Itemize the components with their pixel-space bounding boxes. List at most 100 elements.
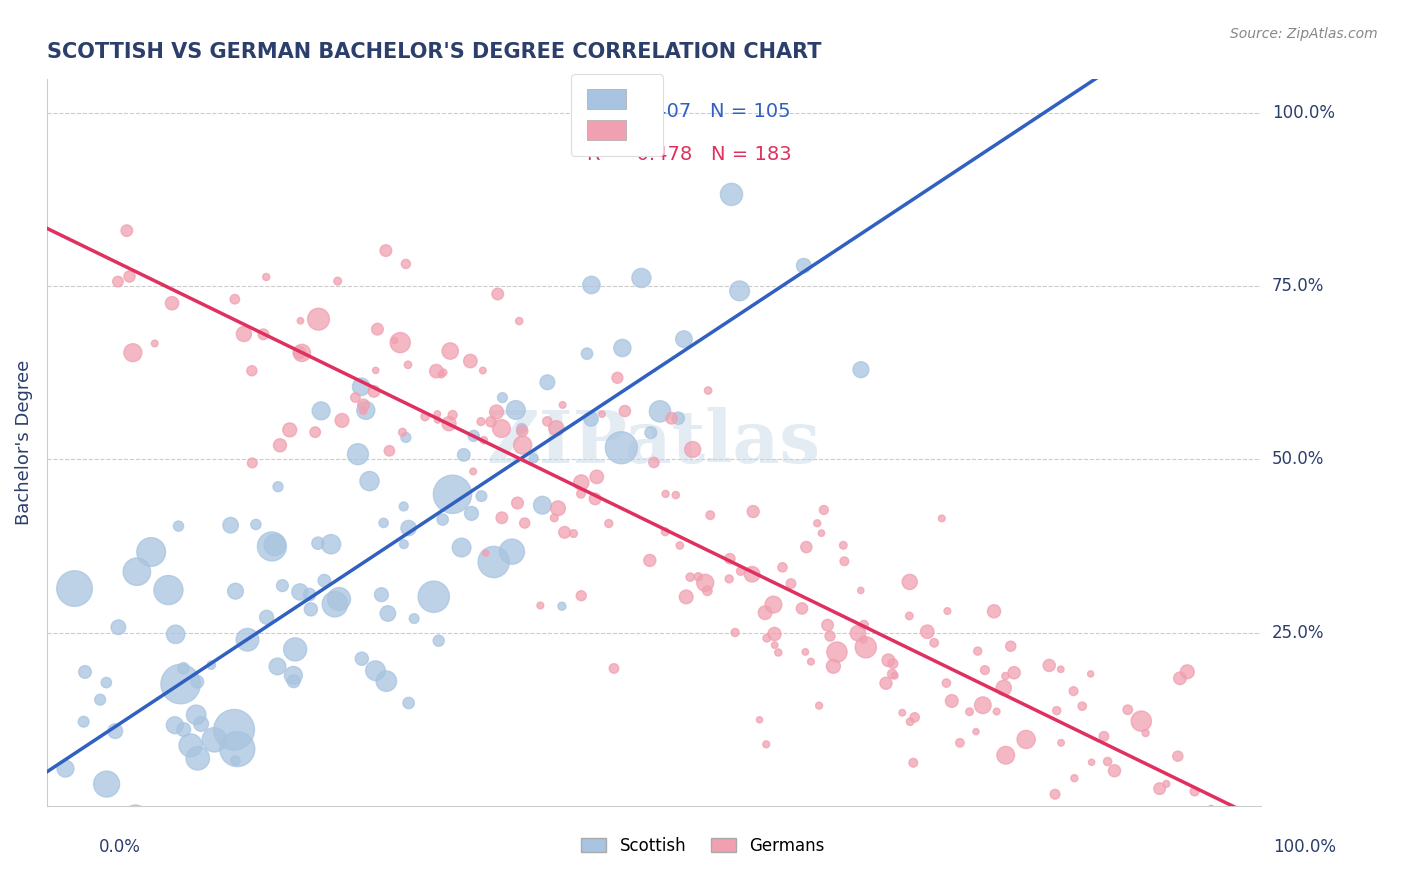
- Point: [426, 413, 449, 427]
- Point: [463, 465, 485, 479]
- Point: [396, 358, 419, 372]
- Point: [855, 640, 877, 655]
- Point: [679, 570, 702, 584]
- Point: [141, 545, 163, 559]
- Point: [669, 538, 692, 552]
- Point: [800, 655, 823, 669]
- Point: [432, 366, 454, 380]
- Text: 75.0%: 75.0%: [1272, 277, 1324, 295]
- Point: [808, 698, 831, 713]
- Point: [269, 438, 291, 452]
- Point: [450, 541, 472, 555]
- Point: [654, 524, 676, 539]
- Point: [309, 404, 332, 418]
- Point: [665, 488, 688, 502]
- Point: [224, 754, 246, 768]
- Point: [375, 674, 398, 689]
- Y-axis label: Bachelor's Degree: Bachelor's Degree: [15, 359, 32, 524]
- Point: [523, 451, 546, 466]
- Point: [718, 572, 741, 586]
- Point: [395, 430, 418, 444]
- Point: [359, 474, 381, 488]
- Point: [96, 675, 118, 690]
- Point: [245, 517, 267, 532]
- Point: [813, 503, 835, 517]
- Point: [298, 588, 321, 602]
- Point: [793, 259, 815, 273]
- Point: [986, 705, 1008, 719]
- Point: [1167, 749, 1189, 764]
- Point: [606, 371, 628, 385]
- Point: [240, 364, 263, 378]
- Point: [536, 414, 558, 428]
- Point: [135, 846, 157, 860]
- Point: [1063, 684, 1085, 698]
- Point: [755, 631, 778, 645]
- Point: [439, 344, 461, 359]
- Point: [157, 582, 180, 597]
- Point: [143, 336, 166, 351]
- Point: [479, 415, 502, 429]
- Point: [675, 590, 697, 604]
- Point: [554, 525, 576, 540]
- Point: [460, 354, 482, 368]
- Point: [486, 287, 509, 301]
- Point: [1092, 730, 1115, 744]
- Point: [377, 607, 399, 621]
- Point: [470, 415, 492, 429]
- Point: [505, 403, 527, 417]
- Point: [1132, 869, 1154, 883]
- Point: [437, 417, 460, 431]
- Point: [846, 626, 869, 640]
- Point: [959, 705, 981, 719]
- Point: [364, 664, 387, 678]
- Text: R = -0.478   N = 183: R = -0.478 N = 183: [588, 145, 792, 164]
- Point: [263, 538, 285, 552]
- Point: [425, 364, 447, 378]
- Point: [172, 661, 194, 675]
- Point: [1097, 755, 1119, 769]
- Point: [643, 455, 665, 469]
- Point: [949, 736, 972, 750]
- Point: [163, 718, 186, 732]
- Legend:  ,  : ,: [571, 74, 664, 156]
- Point: [922, 636, 945, 650]
- Point: [384, 334, 406, 348]
- Point: [460, 507, 482, 521]
- Point: [323, 597, 346, 611]
- Point: [165, 627, 187, 641]
- Point: [392, 537, 415, 551]
- Point: [1130, 714, 1153, 728]
- Point: [366, 322, 388, 336]
- Point: [529, 599, 551, 613]
- Point: [288, 345, 311, 359]
- Point: [569, 589, 592, 603]
- Point: [648, 404, 671, 418]
- Point: [936, 604, 959, 618]
- Point: [506, 496, 529, 510]
- Point: [63, 582, 86, 596]
- Point: [124, 810, 146, 824]
- Point: [882, 657, 904, 671]
- Point: [463, 429, 485, 443]
- Point: [1080, 667, 1102, 681]
- Text: ZIPatlas: ZIPatlas: [486, 407, 821, 477]
- Point: [427, 633, 450, 648]
- Point: [531, 498, 554, 512]
- Point: [768, 645, 790, 659]
- Point: [543, 511, 565, 525]
- Point: [441, 408, 464, 422]
- Point: [186, 674, 208, 689]
- Point: [370, 588, 392, 602]
- Point: [1002, 665, 1025, 680]
- Point: [121, 345, 143, 359]
- Point: [1149, 781, 1171, 796]
- Point: [610, 441, 633, 455]
- Point: [254, 270, 277, 285]
- Point: [654, 487, 676, 501]
- Point: [89, 692, 111, 706]
- Point: [501, 544, 523, 558]
- Point: [72, 714, 94, 729]
- Point: [810, 526, 832, 541]
- Point: [186, 707, 208, 722]
